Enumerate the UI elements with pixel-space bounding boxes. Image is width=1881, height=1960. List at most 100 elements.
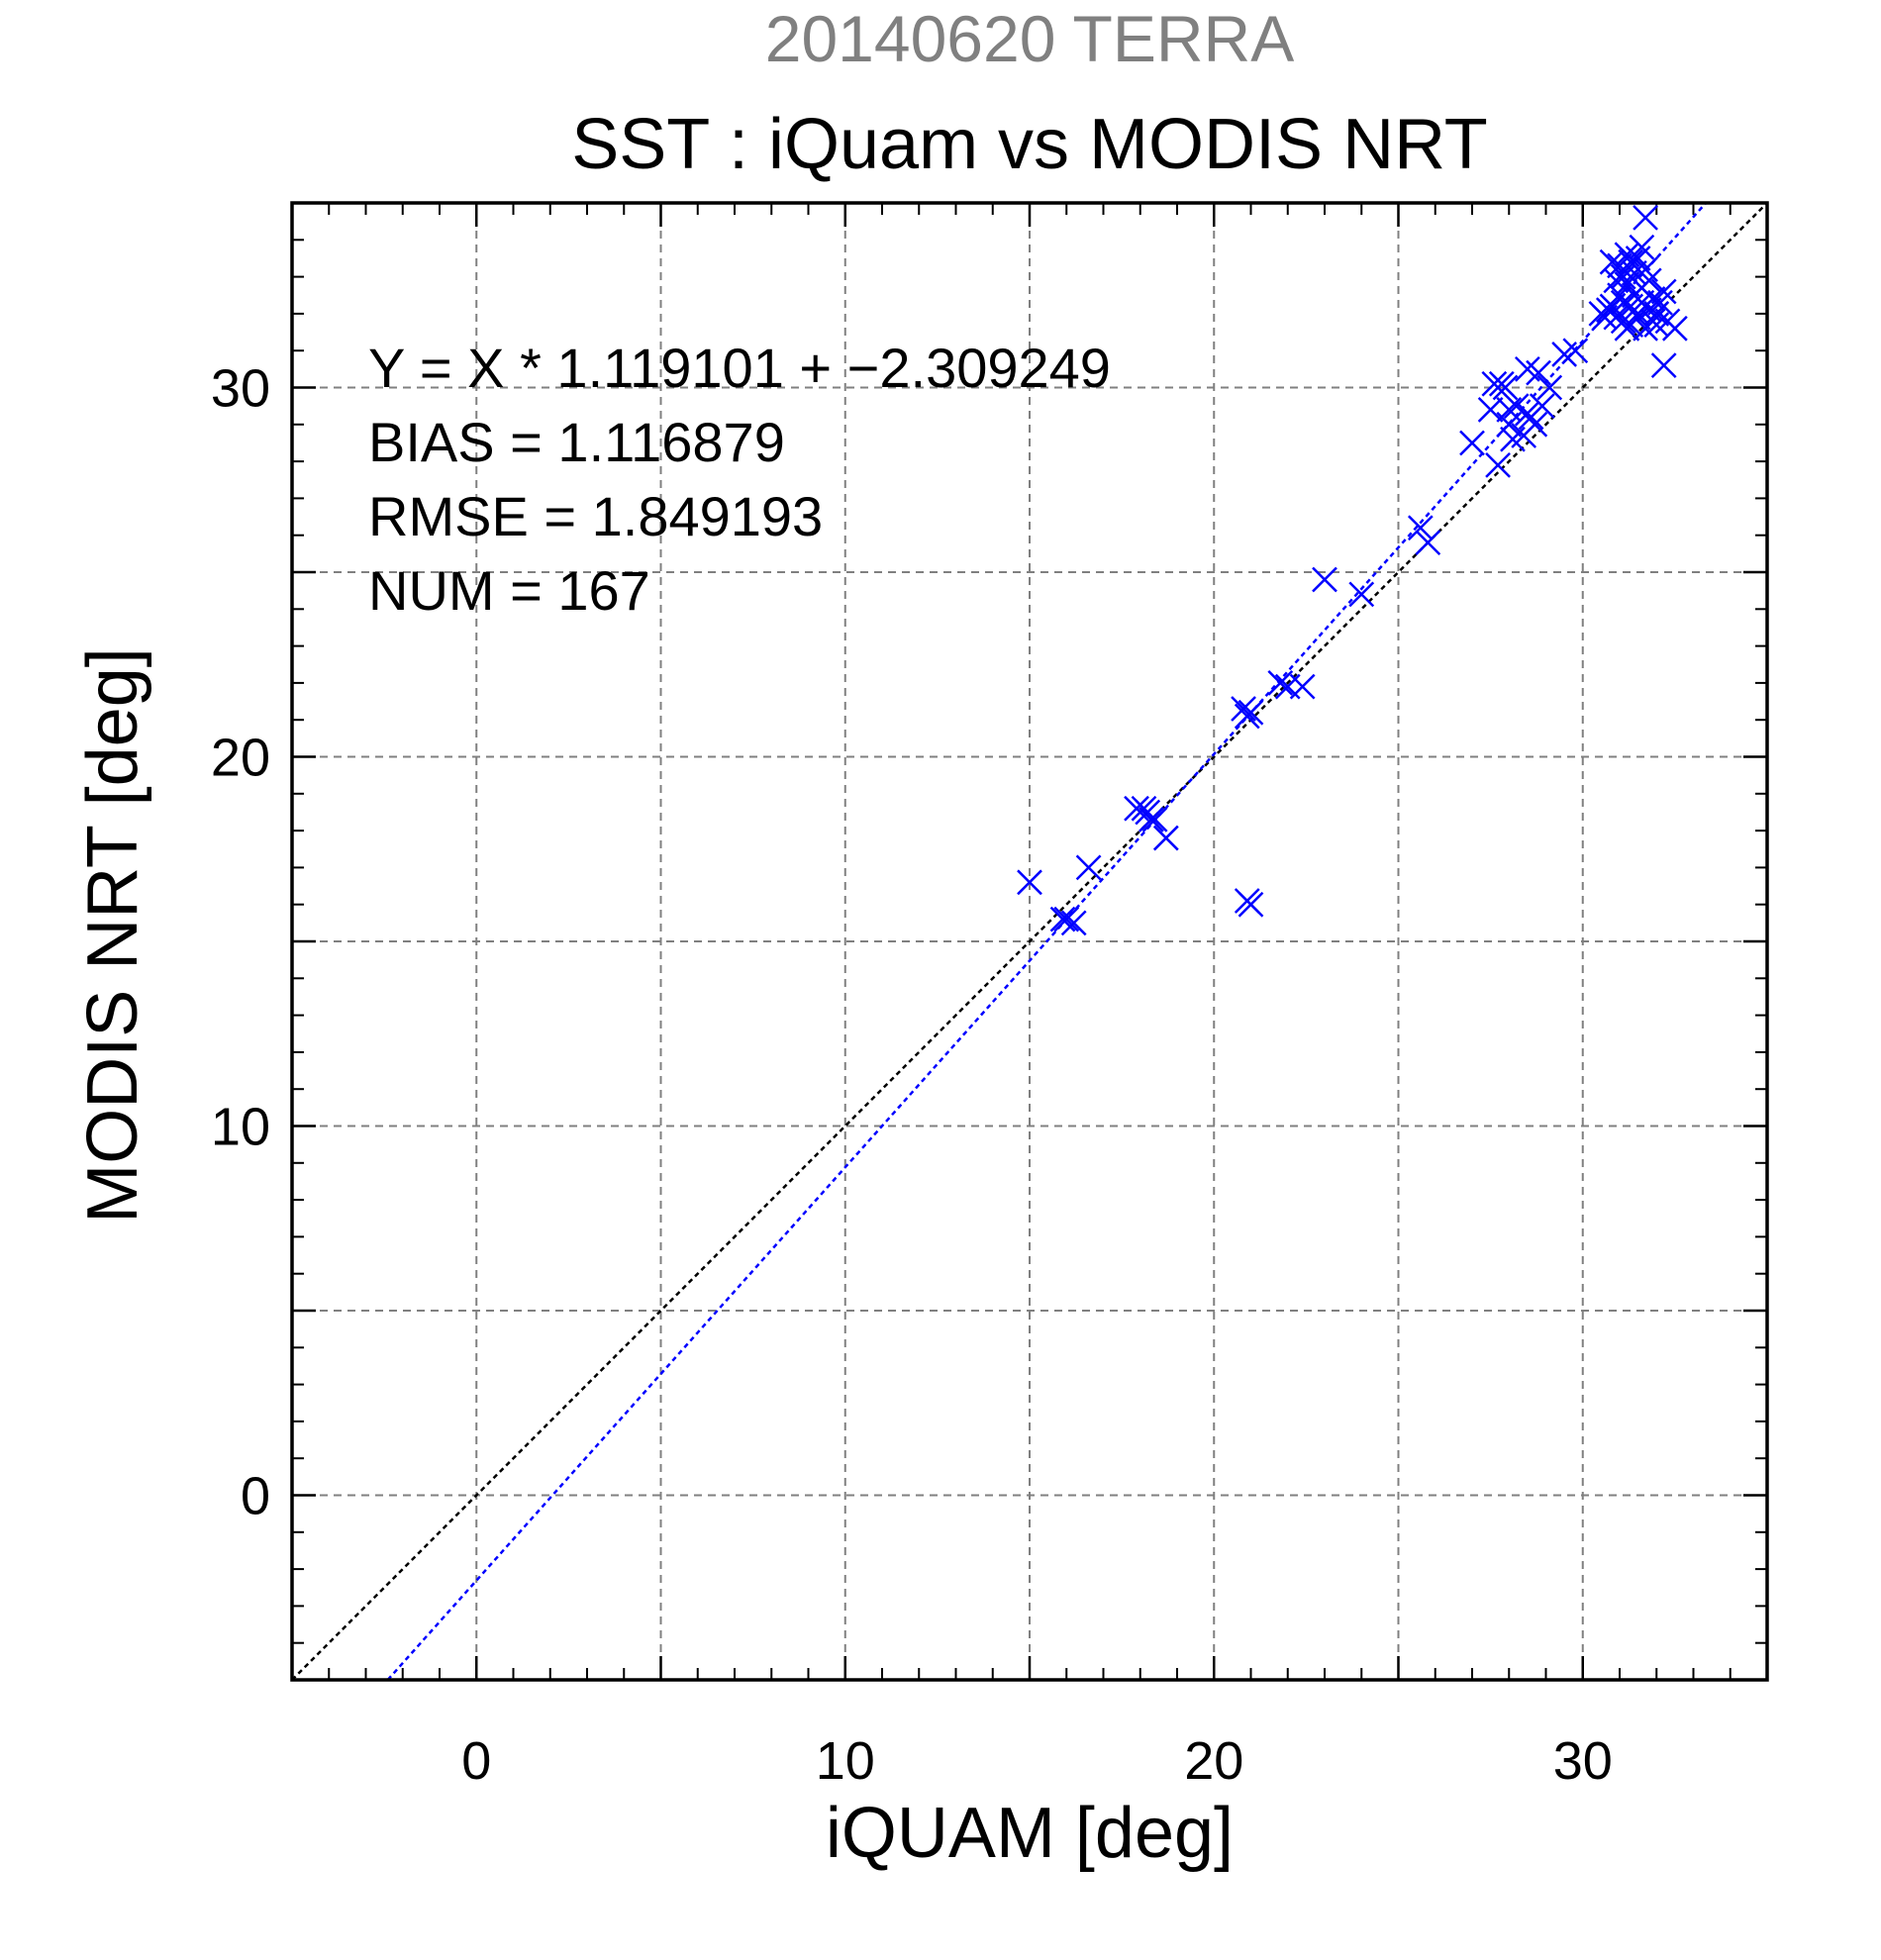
plot-frame — [290, 201, 1769, 1682]
data-point — [1459, 430, 1485, 456]
data-point-stroke — [1415, 530, 1441, 556]
data-point — [1650, 278, 1677, 305]
data-point-stroke — [1599, 248, 1626, 275]
data-point — [1614, 315, 1640, 342]
data-point — [1267, 670, 1294, 696]
data-point — [1629, 289, 1655, 316]
data-point — [1529, 393, 1555, 420]
data-point — [1138, 807, 1164, 833]
data-point — [1536, 374, 1563, 401]
data-point-stroke — [1492, 374, 1519, 401]
data-point-stroke — [1017, 869, 1042, 896]
data-point-stroke — [1562, 338, 1589, 364]
data-point-stroke — [1614, 315, 1640, 342]
data-point — [1231, 696, 1256, 722]
data-point-stroke — [1650, 352, 1677, 379]
data-point-stroke — [1053, 906, 1080, 932]
stats-annotation: Y = X * 1.119101 + −2.309249 BIAS = 1.116… — [368, 337, 1111, 622]
x-tick-labels: 0 10 20 30 — [461, 1731, 1613, 1791]
data-point-stroke — [1614, 271, 1640, 297]
x-tick-label: 0 — [461, 1731, 491, 1791]
data-point-stroke — [1614, 242, 1640, 268]
data-point-stroke — [1633, 205, 1658, 231]
data-point-stroke — [1152, 825, 1179, 851]
data-point-stroke — [1141, 807, 1168, 833]
data-point — [1485, 451, 1511, 478]
data-point-stroke — [1049, 906, 1076, 932]
stats-line: NUM = 167 — [368, 559, 650, 622]
data-point-stroke — [1289, 673, 1316, 700]
data-point-stroke — [1238, 699, 1264, 726]
data-point — [1661, 315, 1688, 342]
data-point — [1289, 673, 1316, 700]
data-point-stroke — [1312, 566, 1337, 593]
data-point-stroke — [1075, 854, 1102, 881]
data-point — [1312, 566, 1337, 593]
data-point — [1415, 530, 1441, 556]
x-axis-label: iQUAM [deg] — [826, 1794, 1234, 1873]
data-point — [1599, 248, 1626, 275]
data-point-stroke — [1514, 355, 1540, 382]
x-tick-label: 30 — [1553, 1731, 1613, 1791]
data-point-stroke — [1526, 359, 1551, 386]
data-point — [1075, 854, 1102, 881]
data-point — [1060, 910, 1087, 936]
data-point-stroke — [1238, 891, 1264, 918]
data-point — [1633, 256, 1658, 283]
data-point-stroke — [1267, 670, 1294, 696]
y-tick-label: 10 — [211, 1098, 270, 1157]
data-point-stroke — [1639, 308, 1666, 335]
stats-line: BIAS = 1.116879 — [368, 411, 785, 473]
data-point — [1522, 411, 1548, 438]
data-point — [1526, 359, 1551, 386]
data-point-stroke — [1633, 256, 1658, 283]
y-tick-labels: 0 10 20 30 — [211, 359, 270, 1526]
data-point — [1238, 891, 1264, 918]
data-point — [1348, 581, 1375, 608]
regression-line — [386, 202, 1708, 1681]
data-point — [1492, 374, 1519, 401]
data-point-stroke — [1485, 451, 1511, 478]
data-point-stroke — [1629, 289, 1655, 316]
data-point — [1238, 699, 1264, 726]
y-tick-label: 30 — [211, 359, 270, 419]
data-point-stroke — [1536, 374, 1563, 401]
data-point-stroke — [1459, 430, 1485, 456]
y-tick-label: 20 — [211, 729, 270, 788]
data-point — [1152, 825, 1179, 851]
data-point — [1141, 807, 1168, 833]
data-point — [1477, 396, 1504, 423]
data-point — [1639, 308, 1666, 335]
data-point — [1496, 411, 1523, 438]
chart-suptitle: 20140620 TERRA — [765, 2, 1294, 75]
data-point-stroke — [1522, 411, 1548, 438]
data-point-stroke — [1629, 234, 1655, 260]
data-point-stroke — [1650, 278, 1677, 305]
data-point-stroke — [1496, 411, 1523, 438]
data-point-stroke — [1231, 696, 1256, 722]
y-axis-label: MODIS NRT [deg] — [73, 647, 152, 1224]
data-point-stroke — [1138, 807, 1164, 833]
data-point — [1650, 352, 1677, 379]
stats-line: RMSE = 1.849193 — [368, 485, 823, 547]
data-point-stroke — [1060, 910, 1087, 936]
data-point — [1053, 906, 1080, 932]
stats-line: Y = X * 1.119101 + −2.309249 — [368, 337, 1111, 399]
data-point-stroke — [1661, 315, 1688, 342]
data-point-stroke — [1503, 393, 1530, 420]
data-point-stroke — [1124, 795, 1149, 822]
data-point — [1562, 338, 1589, 364]
y-tick-label: 0 — [241, 1467, 270, 1526]
data-point-stroke — [1407, 515, 1434, 541]
chart-title: SST : iQuam vs MODIS NRT — [571, 105, 1488, 184]
x-tick-label: 20 — [1184, 1731, 1243, 1791]
data-point — [1407, 515, 1434, 541]
data-point — [1618, 248, 1644, 275]
data-point-stroke — [1618, 248, 1644, 275]
data-point — [1633, 205, 1658, 231]
data-point — [1629, 234, 1655, 260]
data-point — [1017, 869, 1042, 896]
data-point-stroke — [1529, 393, 1555, 420]
